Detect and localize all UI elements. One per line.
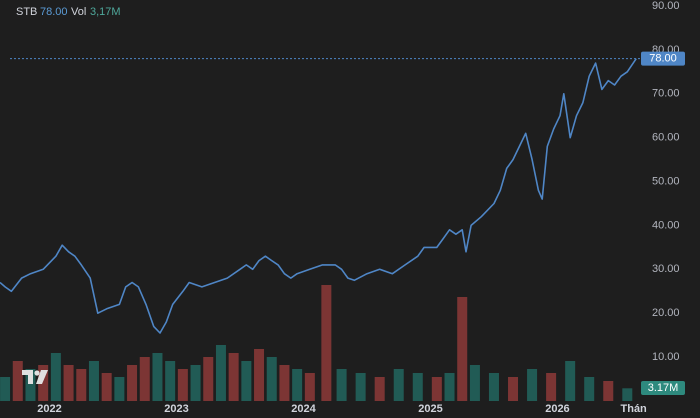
volume-bar <box>25 369 36 401</box>
volume-bar <box>215 345 226 401</box>
volume-bar <box>266 357 277 401</box>
volume-bar <box>546 373 557 401</box>
volume-bar <box>190 365 201 401</box>
header-volume: 3,17M <box>90 6 121 18</box>
volume-bar <box>0 377 11 401</box>
volume-bar <box>88 361 99 401</box>
volume-bar <box>412 373 423 401</box>
x-tick-label: 2026 <box>545 403 569 415</box>
x-tick-label: 2024 <box>291 403 316 415</box>
volume-bar <box>622 388 633 401</box>
volume-title: Vol <box>71 6 86 18</box>
y-tick-label: 50.00 <box>652 175 680 187</box>
volume-bar <box>127 365 138 401</box>
y-tick-label: 40.00 <box>652 219 680 231</box>
volume-bar <box>177 369 188 401</box>
header-price: 78.00 <box>40 6 68 18</box>
volume-bar <box>38 365 49 401</box>
x-tick-label: 2022 <box>37 403 61 415</box>
y-tick-label: 70.00 <box>652 88 680 100</box>
volume-bar <box>488 373 499 401</box>
last-volume-tag <box>641 381 685 395</box>
x-tick-label: Thán <box>621 403 648 415</box>
volume-bar <box>254 349 265 401</box>
volume-bar <box>355 373 366 401</box>
logo <box>22 370 48 384</box>
y-tick-label: 60.00 <box>652 132 680 144</box>
last-price-label: 78.00 <box>649 53 677 65</box>
volume-bar <box>469 365 480 401</box>
volume-bar <box>374 377 385 401</box>
y-tick-label: 20.00 <box>652 307 680 319</box>
volume-bar <box>279 365 290 401</box>
volume-bar <box>241 361 252 401</box>
volume-bar <box>292 369 303 401</box>
last-volume-label: 3.17M <box>648 382 679 394</box>
price-pane <box>0 58 637 334</box>
volume-bar <box>457 297 468 401</box>
volume-bar <box>508 377 519 401</box>
volume-bar <box>304 373 315 401</box>
volume-bar <box>527 369 538 401</box>
volume-bar <box>152 353 163 401</box>
volume-bar <box>228 353 239 401</box>
volume-bar <box>50 353 61 401</box>
volume-pane <box>0 285 633 401</box>
volume-bar <box>565 361 576 401</box>
x-tick-label: 2025 <box>418 403 442 415</box>
x-tick-label: 2023 <box>164 403 188 415</box>
volume-bar <box>63 365 74 401</box>
y-tick-label: 30.00 <box>652 263 680 275</box>
volume-bar <box>139 357 150 401</box>
y-tick-label: 90.00 <box>652 0 680 12</box>
volume-bar <box>101 373 112 401</box>
volume-bar <box>321 285 332 401</box>
volume-bar <box>12 361 23 401</box>
volume-bar <box>114 377 125 401</box>
y-tick-label: 10.00 <box>652 351 680 363</box>
last-price-tag <box>641 51 685 66</box>
price-line <box>0 58 637 334</box>
volume-bar <box>76 369 87 401</box>
symbol: STB <box>16 6 37 18</box>
volume-bar <box>165 361 176 401</box>
volume-bar <box>203 357 214 401</box>
volume-bar <box>336 369 347 401</box>
volume-bar <box>393 369 404 401</box>
volume-bar <box>603 381 614 401</box>
volume-bar <box>584 377 595 401</box>
volume-bar <box>444 373 455 401</box>
volume-bar <box>431 377 442 401</box>
